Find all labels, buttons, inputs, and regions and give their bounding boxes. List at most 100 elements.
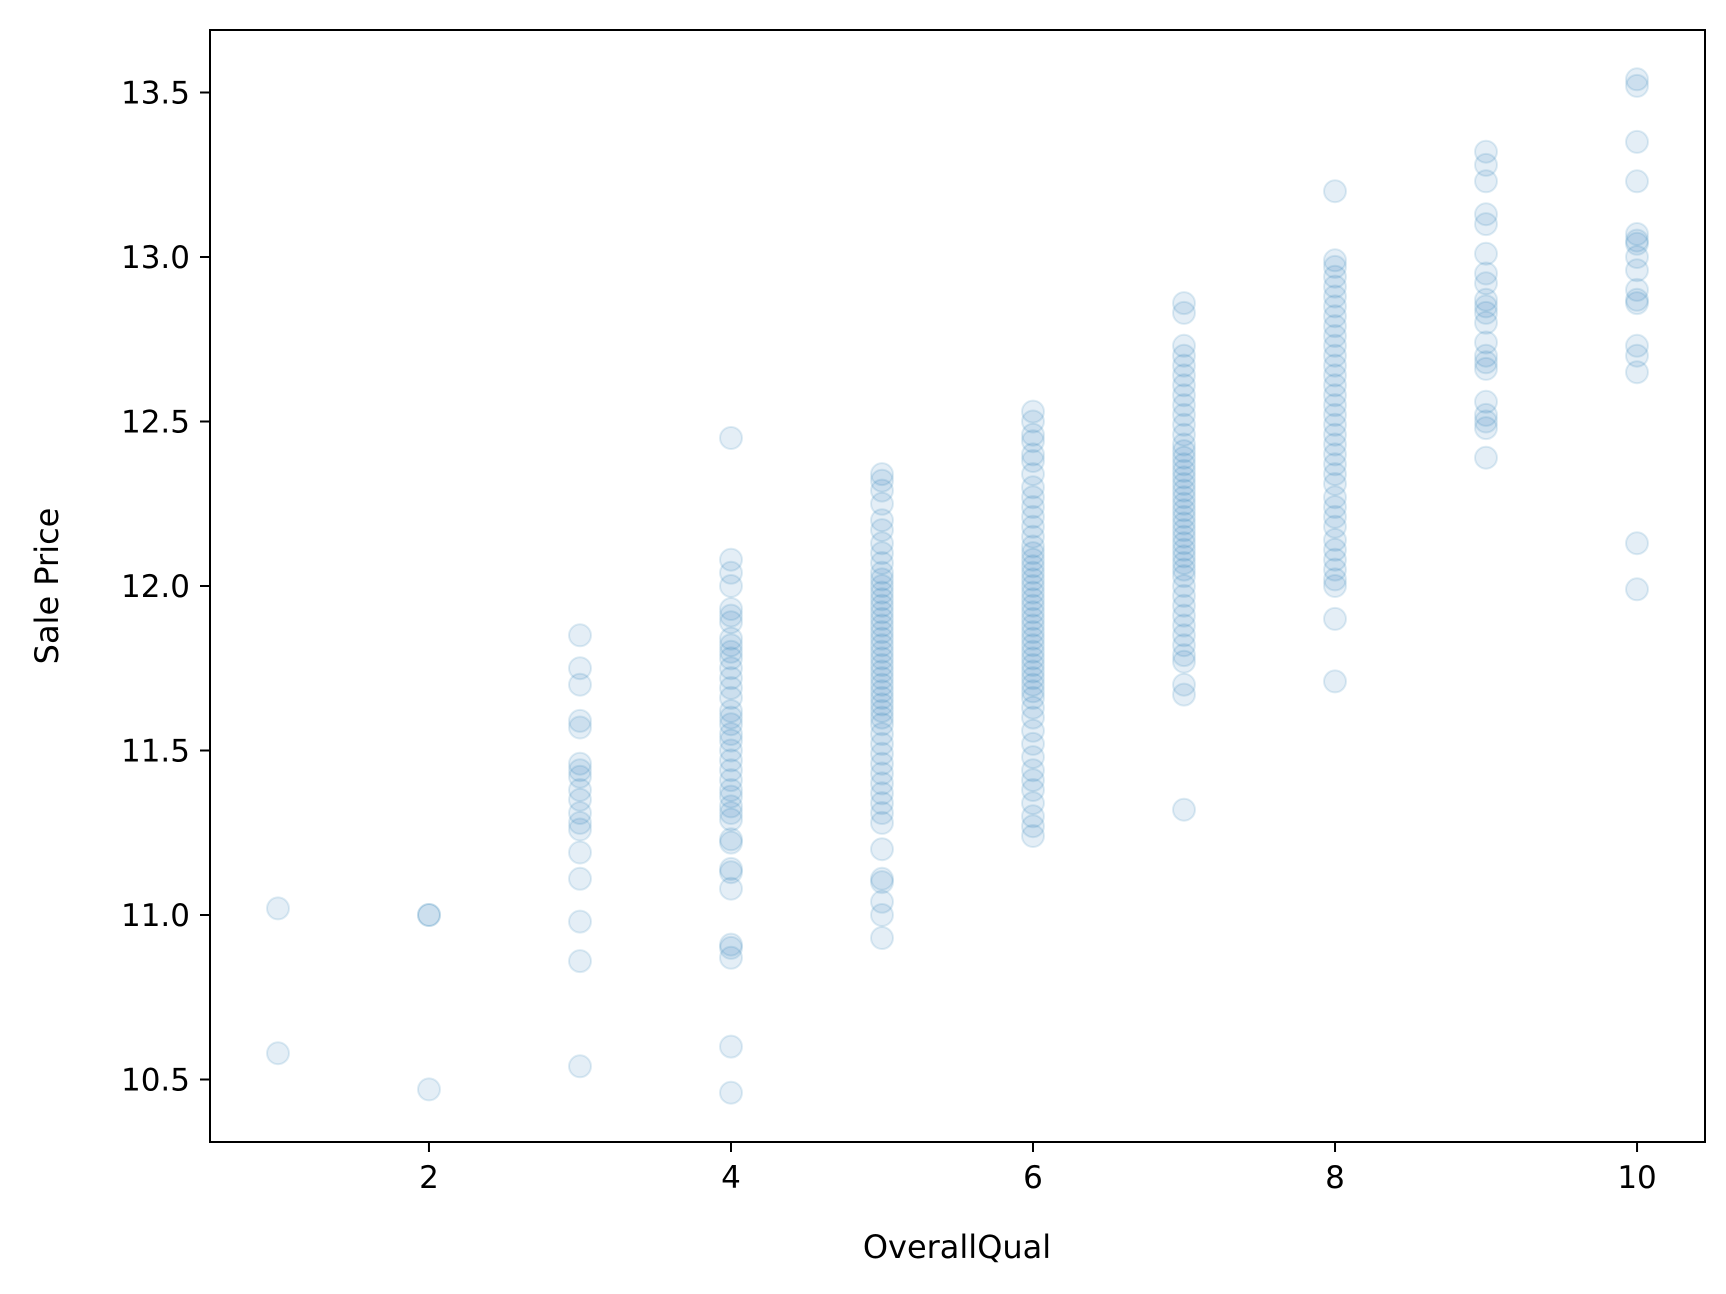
x-axis-ticks: 2 4 6 8 10 <box>419 1142 1657 1196</box>
data-point <box>1323 353 1347 378</box>
data-point <box>568 715 592 740</box>
data-point <box>1323 452 1347 477</box>
data-point <box>1021 593 1045 618</box>
data-point <box>870 722 894 746</box>
data-point <box>1625 67 1649 92</box>
data-point <box>1021 633 1045 658</box>
data-point <box>1172 649 1196 674</box>
data-point <box>1323 383 1347 408</box>
data-point <box>568 810 592 835</box>
y-tick-label: 13.0 <box>121 240 190 276</box>
data-point <box>1172 458 1196 483</box>
data-point <box>870 574 894 598</box>
data-point <box>1172 353 1196 378</box>
data-point <box>1172 633 1196 658</box>
data-point <box>1323 412 1347 437</box>
data-point <box>870 712 894 737</box>
data-point <box>568 1054 592 1079</box>
data-point <box>719 738 743 763</box>
y-axis-ticks: 10.5 11.0 11.5 12.0 12.5 13.0 13.5 <box>121 76 210 1098</box>
y-tick-label: 10.5 <box>121 1062 190 1098</box>
x-tick-label: 2 <box>419 1160 439 1196</box>
data-point <box>568 778 592 802</box>
data-point <box>1021 814 1045 839</box>
data-point <box>1172 402 1196 427</box>
data-point <box>719 685 743 710</box>
data-point <box>1021 587 1045 612</box>
data-point <box>1323 472 1347 496</box>
data-point <box>870 600 894 625</box>
data-point <box>1323 248 1347 273</box>
data-point <box>870 705 894 730</box>
data-point <box>1172 291 1196 316</box>
data-point <box>1474 350 1498 375</box>
data-point <box>1323 284 1347 309</box>
y-tick-label: 11.5 <box>121 733 190 769</box>
data-point <box>1474 389 1498 414</box>
data-point <box>719 646 743 671</box>
data-point <box>1021 672 1045 697</box>
data-point <box>1021 620 1045 645</box>
data-point <box>1172 797 1196 822</box>
data-point <box>870 551 894 575</box>
data-point <box>870 761 894 786</box>
data-point <box>1323 179 1347 204</box>
data-point <box>1323 343 1347 368</box>
data-point <box>1021 567 1045 592</box>
data-point <box>1172 412 1196 437</box>
data-point <box>1021 758 1045 783</box>
data-point <box>1021 685 1045 710</box>
data-point <box>1021 541 1045 566</box>
data-point <box>870 679 894 704</box>
data-point <box>1625 169 1649 194</box>
data-point <box>1474 241 1498 266</box>
data-point <box>1625 73 1649 98</box>
data-point <box>1172 485 1196 510</box>
data-point <box>1172 672 1196 697</box>
data-point <box>870 626 894 651</box>
data-point <box>870 478 894 503</box>
data-point <box>719 827 743 852</box>
data-point <box>1625 222 1649 246</box>
data-point <box>1474 202 1498 227</box>
data-point <box>1021 475 1045 500</box>
data-point <box>1474 287 1498 312</box>
data-point <box>719 830 743 855</box>
x-tick-label: 8 <box>1325 1160 1345 1196</box>
data-point <box>1021 695 1045 720</box>
data-point <box>870 837 894 862</box>
data-point <box>870 508 894 533</box>
data-point <box>1021 791 1045 816</box>
data-point <box>417 903 441 927</box>
data-point <box>719 656 743 681</box>
data-point <box>1172 333 1196 358</box>
data-point <box>1323 557 1347 582</box>
data-point <box>1474 139 1498 164</box>
data-point <box>1021 705 1045 730</box>
data-point <box>1172 531 1196 556</box>
data-point <box>1172 300 1196 325</box>
data-point <box>1323 495 1347 519</box>
data-point <box>870 580 894 605</box>
data-point <box>719 932 743 957</box>
data-point <box>870 518 894 543</box>
data-point <box>1172 511 1196 536</box>
data-point <box>568 787 592 812</box>
data-point <box>1021 778 1045 802</box>
data-point <box>568 758 592 783</box>
data-point <box>1172 363 1196 388</box>
data-point <box>1323 432 1347 457</box>
data-point <box>870 731 894 756</box>
data-point <box>870 541 894 566</box>
data-point <box>719 935 743 960</box>
data-point <box>1172 524 1196 549</box>
data-point <box>1625 531 1649 556</box>
data-point <box>1172 439 1196 464</box>
data-point <box>719 699 743 723</box>
data-point <box>1021 718 1045 743</box>
data-point <box>568 672 592 697</box>
data-point <box>1172 491 1196 516</box>
x-axis-label: OverallQual <box>863 1228 1051 1266</box>
